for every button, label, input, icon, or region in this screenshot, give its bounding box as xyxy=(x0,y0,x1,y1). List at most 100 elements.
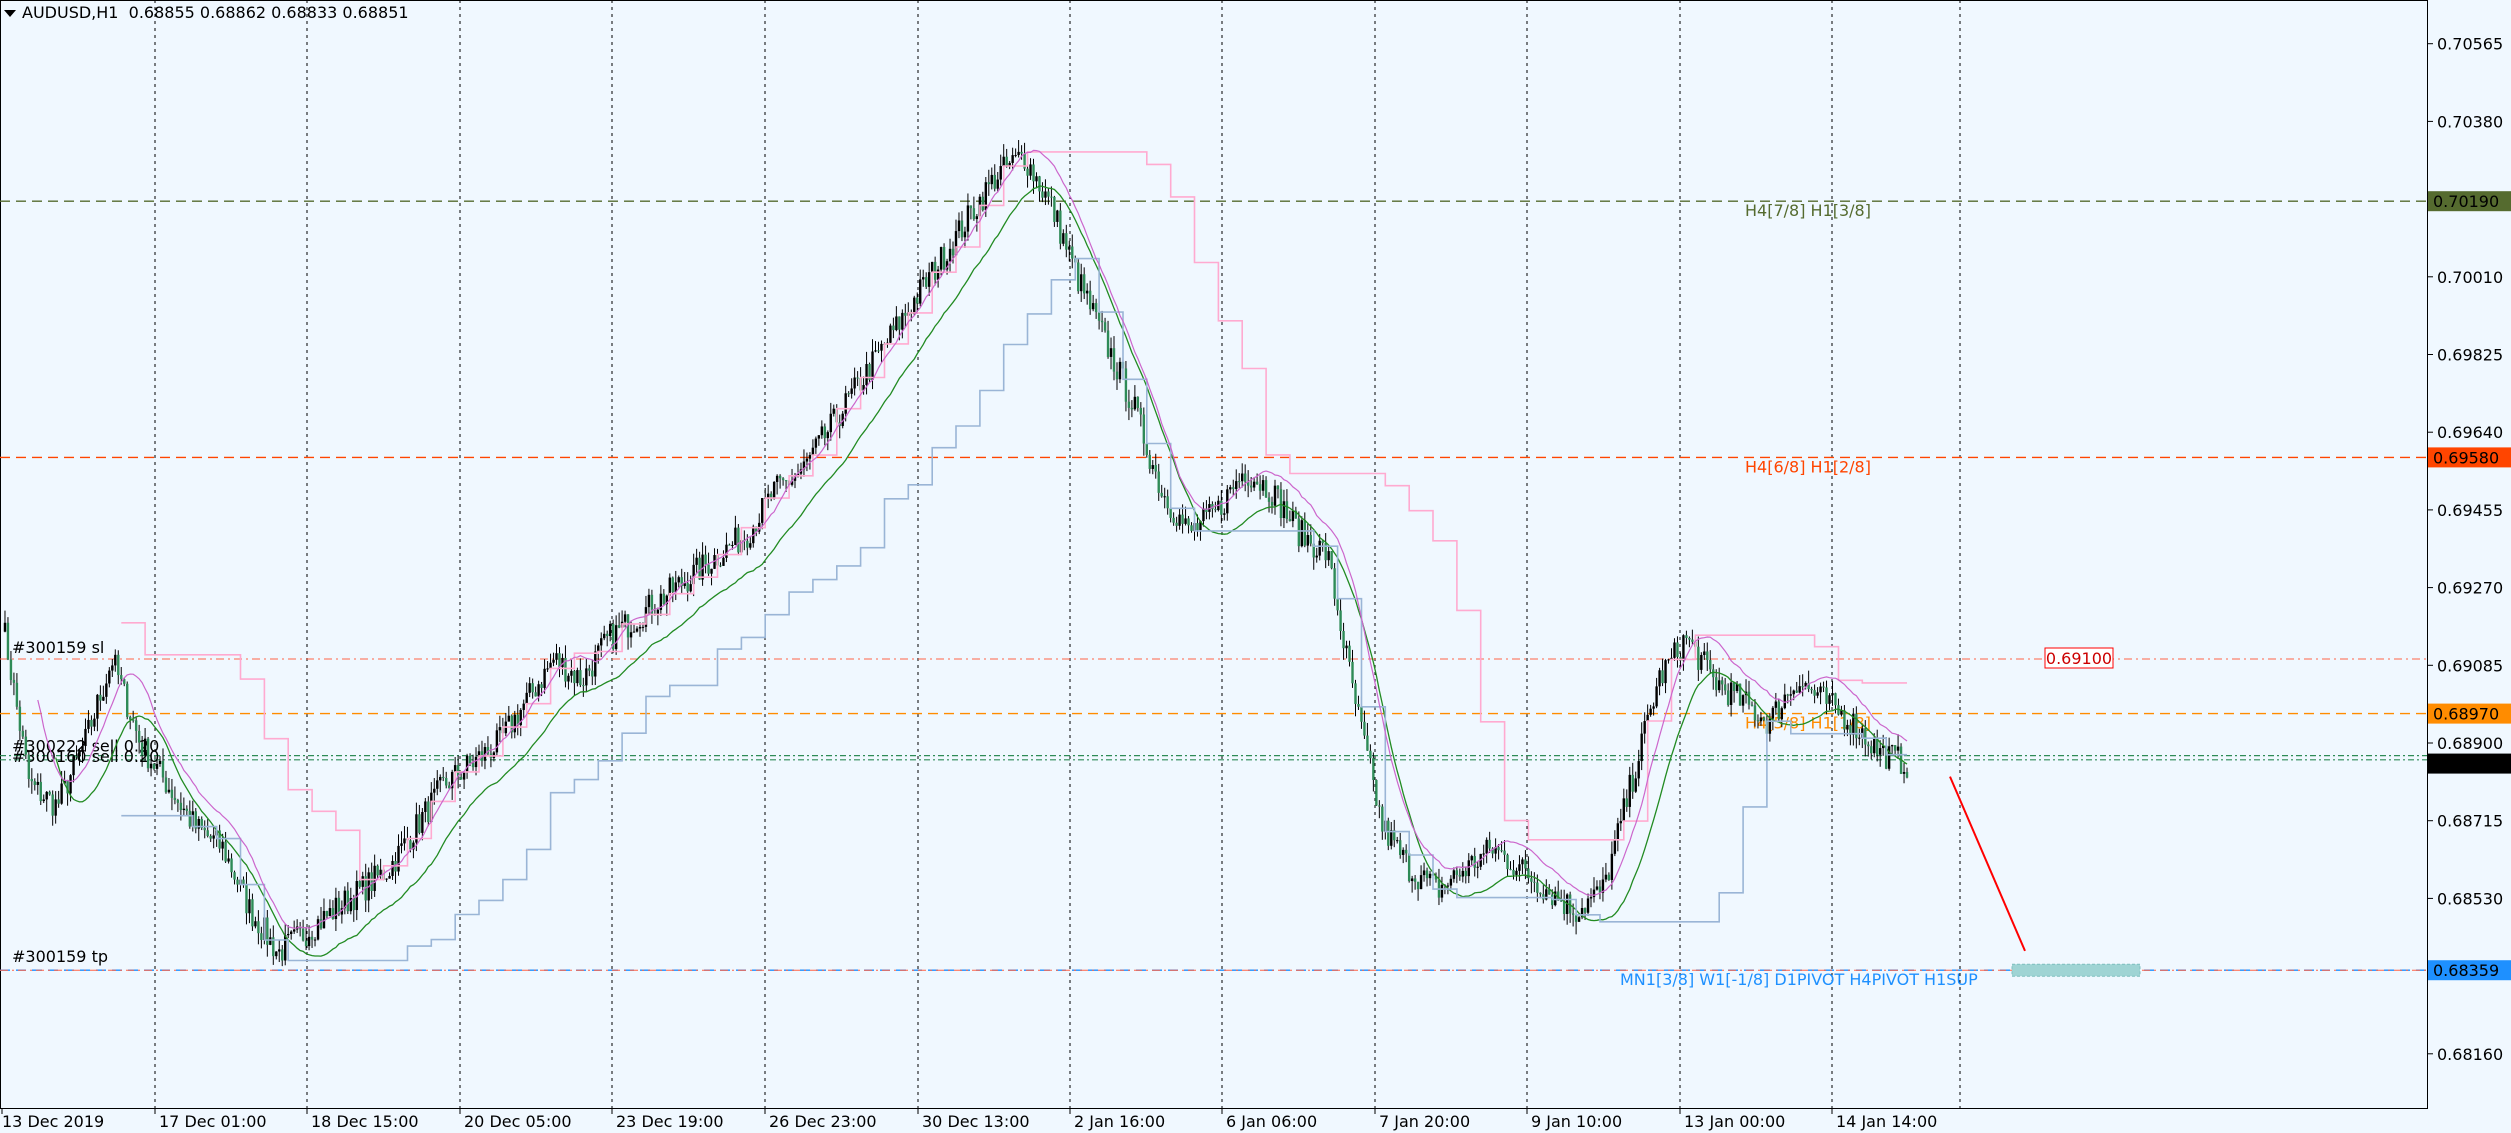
candle-body xyxy=(161,760,165,778)
candle-body xyxy=(680,577,683,587)
candle-body xyxy=(531,683,534,693)
candle-body xyxy=(1175,522,1178,526)
candle-body xyxy=(96,694,99,719)
candle-body xyxy=(1753,705,1757,721)
candle-body xyxy=(281,949,284,961)
candle-body xyxy=(820,426,824,436)
candle-body xyxy=(439,776,442,781)
level-0.68359-tag xyxy=(2428,960,2511,981)
candle-body xyxy=(1085,290,1089,294)
candle-body xyxy=(1130,407,1134,410)
candle-body xyxy=(3,622,7,632)
candle-body xyxy=(1589,897,1593,899)
candle-body xyxy=(176,800,180,803)
candle-body xyxy=(415,814,418,843)
candle-body xyxy=(143,738,147,756)
candle-body xyxy=(1142,414,1146,444)
candle-body xyxy=(1041,191,1044,198)
candle-body xyxy=(623,614,627,622)
candle-body xyxy=(880,343,883,351)
candle-body xyxy=(1604,874,1608,880)
candle-body xyxy=(686,583,689,592)
candle-body xyxy=(477,751,481,757)
plot-frame xyxy=(0,0,2428,1109)
candle-body xyxy=(1649,708,1652,715)
candle-body xyxy=(942,247,946,270)
level-0.68970-tag-text: 0.68970 xyxy=(2433,705,2499,724)
candle-body xyxy=(674,582,677,593)
target-price-box[interactable] xyxy=(2044,647,2114,669)
candle-body xyxy=(1697,646,1700,670)
candle-body xyxy=(33,781,36,785)
candle-body xyxy=(1729,682,1733,705)
candle-body xyxy=(1819,686,1822,693)
candle-body xyxy=(1354,683,1357,705)
time-label: 14 Jan 14:00 xyxy=(1836,1112,1937,1131)
time-label: 18 Dec 15:00 xyxy=(311,1112,419,1131)
candle-body xyxy=(1088,290,1092,310)
candle-body xyxy=(1249,485,1253,488)
candle-body xyxy=(665,595,669,605)
candle-body xyxy=(957,220,961,232)
candle-body xyxy=(603,633,606,639)
candle-body xyxy=(841,413,844,426)
candle-body xyxy=(916,297,919,304)
candle-body xyxy=(1232,487,1235,489)
candle-body xyxy=(537,684,540,697)
candle-body xyxy=(1387,820,1390,846)
candle-body xyxy=(611,623,615,650)
candle-body xyxy=(1568,894,1572,914)
candle-body xyxy=(784,480,788,482)
candle-body xyxy=(904,312,907,316)
candle-body xyxy=(811,447,815,456)
candle-body xyxy=(292,929,296,932)
candle-body xyxy=(1473,856,1476,868)
candle-body xyxy=(668,577,671,596)
candle-body xyxy=(951,248,955,256)
candle-body xyxy=(966,205,970,232)
candle-body xyxy=(123,679,126,684)
candle-body xyxy=(1151,465,1154,469)
blue-ma-line xyxy=(121,257,1907,962)
candle-body xyxy=(468,755,472,764)
menu-triangle-icon[interactable] xyxy=(4,10,16,17)
candle-body xyxy=(1807,682,1810,690)
candle-body xyxy=(954,231,958,256)
candle-body xyxy=(1837,705,1840,715)
candle-body xyxy=(594,651,597,677)
candle-body xyxy=(1205,508,1208,512)
candle-body xyxy=(1339,610,1342,631)
candle-body xyxy=(1178,514,1181,526)
candle-body xyxy=(421,812,424,833)
candle-body xyxy=(1813,690,1816,696)
price-label: 0.68530 xyxy=(2437,889,2503,908)
candle-body xyxy=(1416,881,1420,890)
candle-body xyxy=(39,781,42,802)
candle-body xyxy=(1536,882,1539,893)
candle-body xyxy=(1148,454,1151,469)
candle-body xyxy=(1881,745,1885,749)
candle-body xyxy=(984,182,988,211)
candle-body xyxy=(9,659,13,680)
candle-body xyxy=(325,911,329,917)
candle-body xyxy=(1700,655,1703,670)
candle-body xyxy=(1846,724,1849,730)
candle-body xyxy=(30,779,34,782)
candle-body xyxy=(1348,645,1351,662)
candle-body xyxy=(871,351,874,380)
candle-body xyxy=(230,858,233,873)
candle-body xyxy=(242,879,245,884)
candle-body xyxy=(546,668,549,670)
candle-body xyxy=(570,670,573,676)
candle-body xyxy=(75,756,78,758)
candle-body xyxy=(87,719,90,729)
candle-body xyxy=(1124,368,1128,402)
level-0.68359-tag-text: 0.68359 xyxy=(2433,961,2499,980)
candle-body xyxy=(60,783,63,804)
candle-body xyxy=(427,801,430,823)
candle-body xyxy=(1166,496,1169,509)
candle-body xyxy=(585,668,588,686)
candle-body xyxy=(1014,155,1017,157)
